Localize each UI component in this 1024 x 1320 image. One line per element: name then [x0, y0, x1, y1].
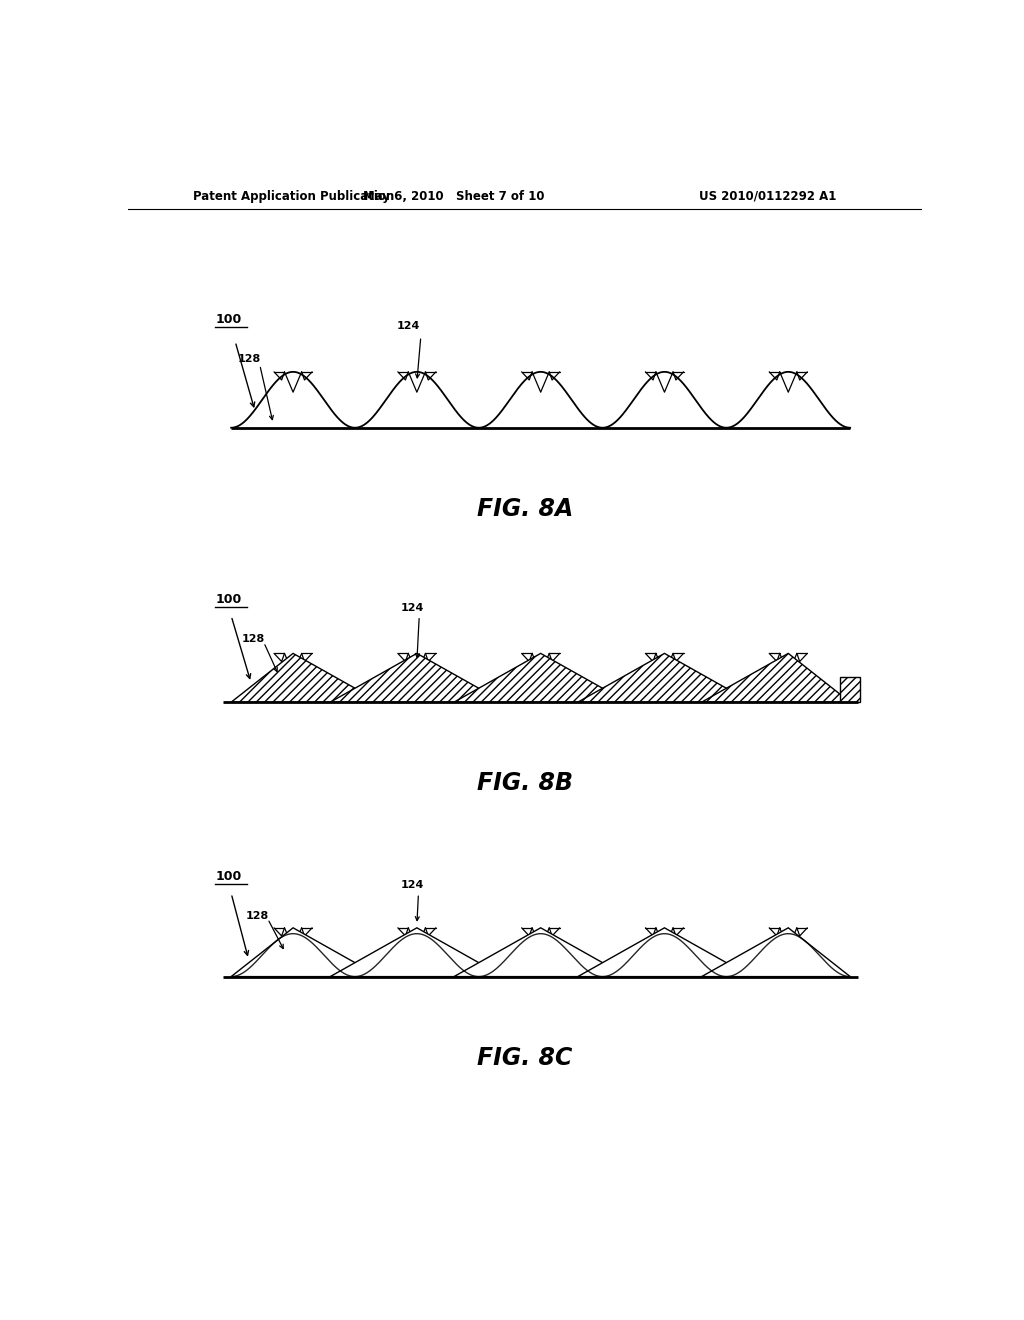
Bar	[841, 677, 860, 702]
Text: FIG. 8C: FIG. 8C	[477, 1045, 572, 1071]
Text: 128: 128	[246, 911, 268, 920]
Polygon shape	[454, 653, 628, 702]
Text: 100: 100	[215, 870, 242, 883]
Text: 124: 124	[401, 603, 424, 612]
Text: US 2010/0112292 A1: US 2010/0112292 A1	[699, 190, 837, 202]
Polygon shape	[578, 928, 752, 977]
Polygon shape	[701, 928, 850, 977]
Polygon shape	[578, 653, 752, 702]
Polygon shape	[454, 928, 628, 977]
Polygon shape	[330, 928, 504, 977]
Text: Patent Application Publication: Patent Application Publication	[194, 190, 394, 202]
Text: May 6, 2010   Sheet 7 of 10: May 6, 2010 Sheet 7 of 10	[362, 190, 544, 202]
Text: 100: 100	[215, 313, 242, 326]
Text: 124: 124	[401, 880, 424, 890]
Polygon shape	[330, 653, 504, 702]
Text: FIG. 8B: FIG. 8B	[477, 771, 572, 796]
Text: 128: 128	[242, 634, 265, 644]
Text: 100: 100	[215, 593, 242, 606]
Polygon shape	[231, 653, 380, 702]
Text: 128: 128	[238, 354, 261, 363]
Text: FIG. 8A: FIG. 8A	[477, 498, 572, 521]
Polygon shape	[701, 653, 850, 702]
Text: 124: 124	[397, 321, 421, 331]
Polygon shape	[231, 928, 380, 977]
